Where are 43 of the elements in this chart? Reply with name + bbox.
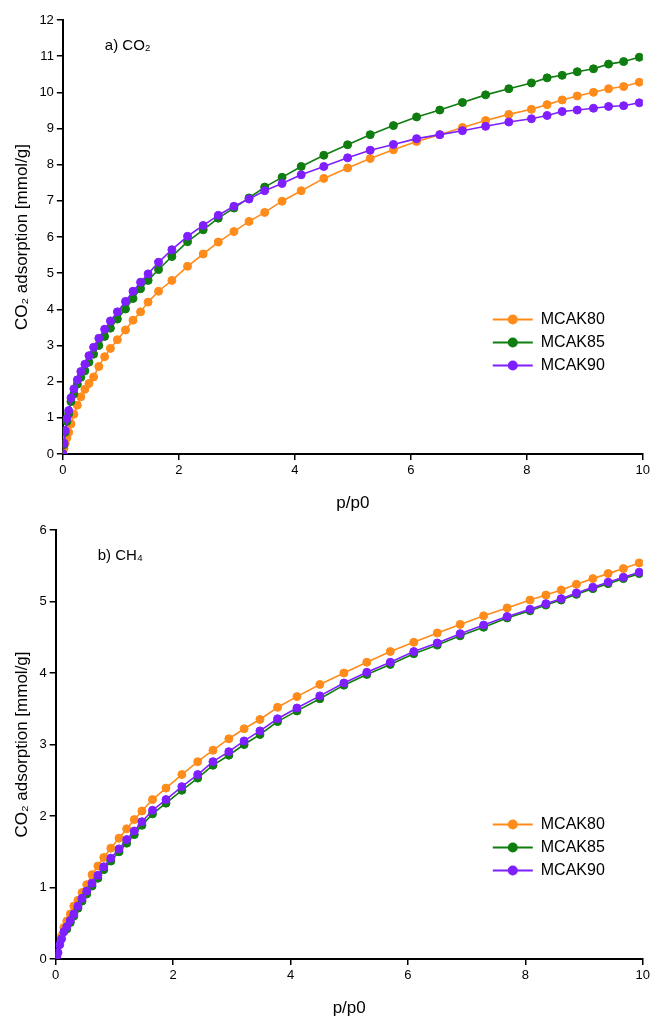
- annotation: b) CH₄: [97, 545, 143, 563]
- y-tick-label: 6: [46, 228, 54, 244]
- x-tick-label: 4: [291, 462, 299, 478]
- x-tick-label: 0: [59, 462, 67, 478]
- legend-label: MCAK80: [540, 814, 605, 832]
- x-tick-label: 10: [635, 462, 650, 478]
- x-tick-label: 4: [286, 967, 295, 983]
- y-tick-label: 3: [46, 337, 54, 353]
- y-tick-label: 7: [46, 192, 54, 208]
- y-tick-label: 12: [39, 11, 54, 27]
- y-tick-label: 2: [46, 373, 54, 389]
- x-tick-label: 10: [635, 967, 650, 983]
- y-tick-label: 6: [39, 521, 47, 537]
- x-tick-label: 8: [523, 462, 531, 478]
- x-axis-title: p/p0: [332, 998, 366, 1018]
- y-tick-label: 1: [39, 879, 47, 895]
- y-tick-label: 0: [39, 950, 47, 966]
- legend-label: MCAK85: [540, 837, 605, 855]
- y-tick-label: 0: [46, 445, 54, 461]
- y-tick-label: 10: [39, 83, 54, 99]
- x-tick-label: 8: [521, 967, 529, 983]
- x-axis-title: p/p0: [336, 493, 370, 513]
- x-tick-label: 2: [169, 967, 177, 983]
- y-axis-title: CO₂ adsorption [mmol/g]: [11, 651, 31, 838]
- y-tick-label: 4: [39, 664, 47, 680]
- y-tick-label: 3: [39, 736, 47, 752]
- y-tick-label: 11: [40, 47, 54, 63]
- y-tick-label: 5: [39, 593, 47, 609]
- annotation: a) CO₂: [104, 35, 151, 53]
- y-tick-label: 8: [46, 156, 54, 172]
- x-tick-label: 2: [175, 462, 183, 478]
- x-tick-label: 6: [404, 967, 412, 983]
- y-tick-label: 1: [46, 409, 54, 425]
- y-tick-label: 4: [46, 300, 54, 316]
- y-tick-label: 5: [46, 264, 54, 280]
- x-tick-label: 6: [407, 462, 415, 478]
- y-axis-title: CO₂ adsorption [mmol/g]: [11, 143, 31, 331]
- y-tick-label: 2: [39, 807, 47, 823]
- legend-label: MCAK90: [540, 355, 605, 373]
- legend-label: MCAK85: [540, 332, 605, 350]
- y-tick-label: 9: [46, 120, 54, 136]
- legend-label: MCAK90: [540, 860, 605, 878]
- legend-label: MCAK80: [540, 309, 605, 327]
